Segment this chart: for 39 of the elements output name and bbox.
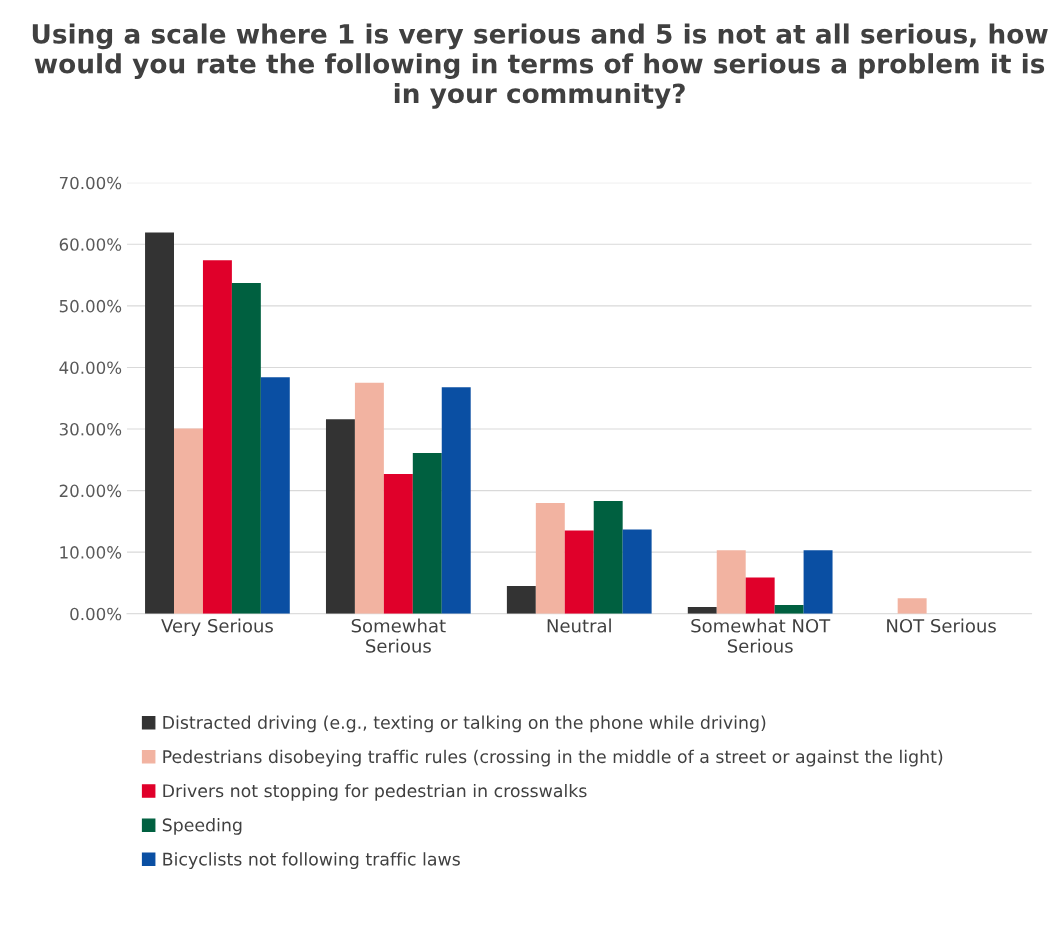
y-tick-label: 30.00% (59, 422, 122, 436)
bar (202, 260, 232, 614)
x-tick-label: Somewhat NOT Serious (691, 618, 831, 653)
bar (231, 283, 261, 614)
bar (325, 419, 355, 614)
legend-label: Drivers not stopping for pedestrian in crosswalks (163, 783, 587, 801)
x-tick-label: NOT Serious (887, 618, 996, 633)
bar (412, 453, 442, 614)
x-tick-label: Very Serious (161, 618, 273, 637)
bar (564, 530, 594, 614)
bar (622, 529, 652, 614)
y-tick-label: 20.00% (59, 484, 122, 498)
legend-label: Distracted driving (e.g., texting or talking on the phone while driving) (163, 715, 766, 733)
bar (745, 577, 775, 614)
bar (803, 550, 833, 614)
bar (716, 550, 746, 614)
x-tick-label: Somewhat Serious (351, 618, 446, 653)
y-tick-label: 50.00% (59, 299, 122, 313)
legend-label: Speeding (162, 818, 242, 835)
y-tick-label: 60.00% (59, 238, 122, 251)
bar (354, 382, 384, 614)
bar (441, 387, 471, 614)
bar (506, 586, 536, 614)
y-tick-label: 10.00% (60, 546, 122, 559)
bar (260, 377, 290, 614)
bar (593, 501, 623, 614)
y-tick-label: 40.00% (59, 361, 122, 375)
bar (774, 605, 804, 614)
legend-label: Bicyclists not following traffic laws (163, 852, 460, 870)
bar (383, 473, 413, 614)
legend-label: Pedestrians disobeying traffic rules (crossing in the middle of a street or against the light) (163, 749, 943, 767)
bar (897, 598, 927, 614)
bar (145, 232, 174, 614)
y-tick-label: 70.00% (59, 176, 122, 190)
bar (535, 502, 565, 614)
x-tick-label: Neutral (547, 618, 611, 633)
bar (174, 428, 203, 614)
y-tick-label: 0.00% (70, 607, 122, 621)
chart-title: Using a scale where 1 is very serious and 5 is not at all serious, how would you rate the following in terms of how serious a problem it is in your community? (32, 23, 1048, 109)
